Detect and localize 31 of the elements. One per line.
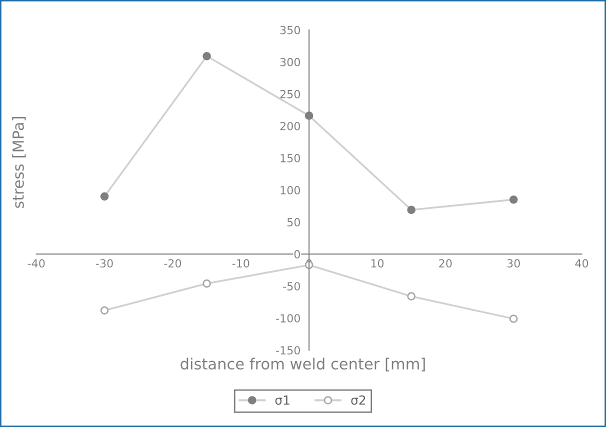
y-tick-label: 300 <box>280 58 300 66</box>
y-tick-label: -150 <box>276 346 300 355</box>
y-axis-title: stress [MPa] <box>12 117 26 208</box>
point <box>407 292 416 301</box>
point <box>100 306 109 315</box>
point <box>202 279 211 288</box>
point <box>509 314 518 323</box>
y-tick-label: 100 <box>280 186 300 194</box>
point <box>202 52 211 60</box>
point <box>509 195 518 204</box>
y-tick-label: 150 <box>280 154 300 162</box>
point <box>100 192 109 201</box>
x-tick-label: -40 <box>28 259 45 268</box>
x-axis-title: distance from weld center [mm] <box>180 358 425 372</box>
point <box>407 206 416 214</box>
x-tick-label: -20 <box>164 259 182 268</box>
y-tick-label: -50 <box>283 282 300 290</box>
y-tick-label: 350 <box>280 26 300 34</box>
legend-label: σ2 <box>351 395 366 405</box>
x-tick-label: -10 <box>232 259 250 268</box>
y-tick-label: 0 <box>294 250 300 258</box>
y-tick-label: 250 <box>280 90 300 98</box>
x-tick-label: 40 <box>575 259 588 268</box>
x-tick-label: 20 <box>439 259 452 268</box>
y-tick-label: 200 <box>280 122 300 130</box>
y-tick-label: -100 <box>276 314 300 322</box>
x-tick-label: -30 <box>96 259 113 268</box>
x-tick-label: 10 <box>371 259 384 268</box>
legend-label: σ1 <box>275 395 290 405</box>
y-tick-label: 50 <box>287 218 300 226</box>
x-tick-label: 30 <box>507 259 520 268</box>
